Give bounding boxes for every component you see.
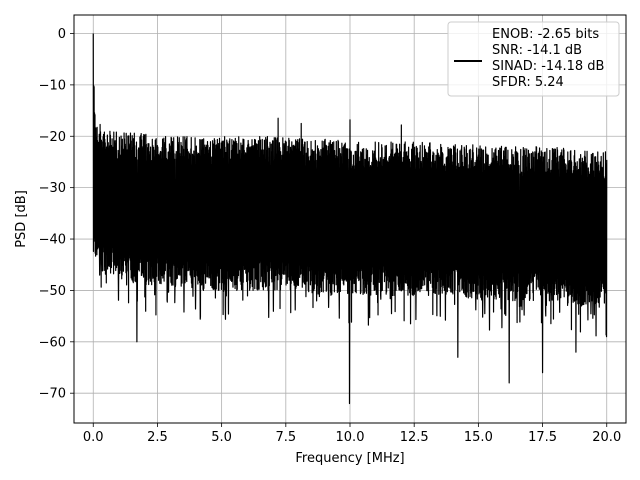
x-tick-label: 10.0 xyxy=(336,430,365,445)
legend-snr-text: SNR: -14.1 dB xyxy=(492,43,582,58)
x-tick-label: 0.0 xyxy=(83,430,104,445)
y-tick-label: −50 xyxy=(39,284,66,299)
y-axis-ticks: 0 −10 −20 −30 −40 −50 −60 −70 xyxy=(39,27,74,402)
y-tick-label: −30 xyxy=(39,181,66,196)
legend-sinad-text: SINAD: -14.18 dB xyxy=(492,59,604,74)
legend-enob-text: ENOB: -2.65 bits xyxy=(492,27,599,42)
psd-series-line xyxy=(92,33,608,405)
x-tick-label: 2.5 xyxy=(147,430,168,445)
y-tick-label: 0 xyxy=(58,27,66,42)
y-axis-label: PSD [dB] xyxy=(14,190,29,248)
legend-frame xyxy=(447,21,620,97)
x-tick-label: 7.5 xyxy=(275,430,296,445)
legend: ENOB: -2.65 bits SNR: -14.1 dB SINAD: -1… xyxy=(447,21,620,97)
x-axis-label: Frequency [MHz] xyxy=(295,451,404,466)
x-axis-ticks: 0.0 2.5 5.0 7.5 10.0 12.5 15.0 17.5 20.0 xyxy=(83,423,621,445)
y-tick-label: −70 xyxy=(39,387,66,402)
x-tick-label: 15.0 xyxy=(464,430,493,445)
x-tick-label: 17.5 xyxy=(528,430,557,445)
x-tick-label: 12.5 xyxy=(400,430,429,445)
y-tick-label: −60 xyxy=(39,335,66,350)
x-tick-label: 20.0 xyxy=(592,430,621,445)
plot-area xyxy=(92,33,608,405)
y-tick-label: −10 xyxy=(39,78,66,93)
y-tick-label: −40 xyxy=(39,233,66,248)
legend-sfdr-text: SFDR: 5.24 xyxy=(492,75,564,90)
x-tick-label: 5.0 xyxy=(211,430,232,445)
y-tick-label: −20 xyxy=(39,130,66,145)
